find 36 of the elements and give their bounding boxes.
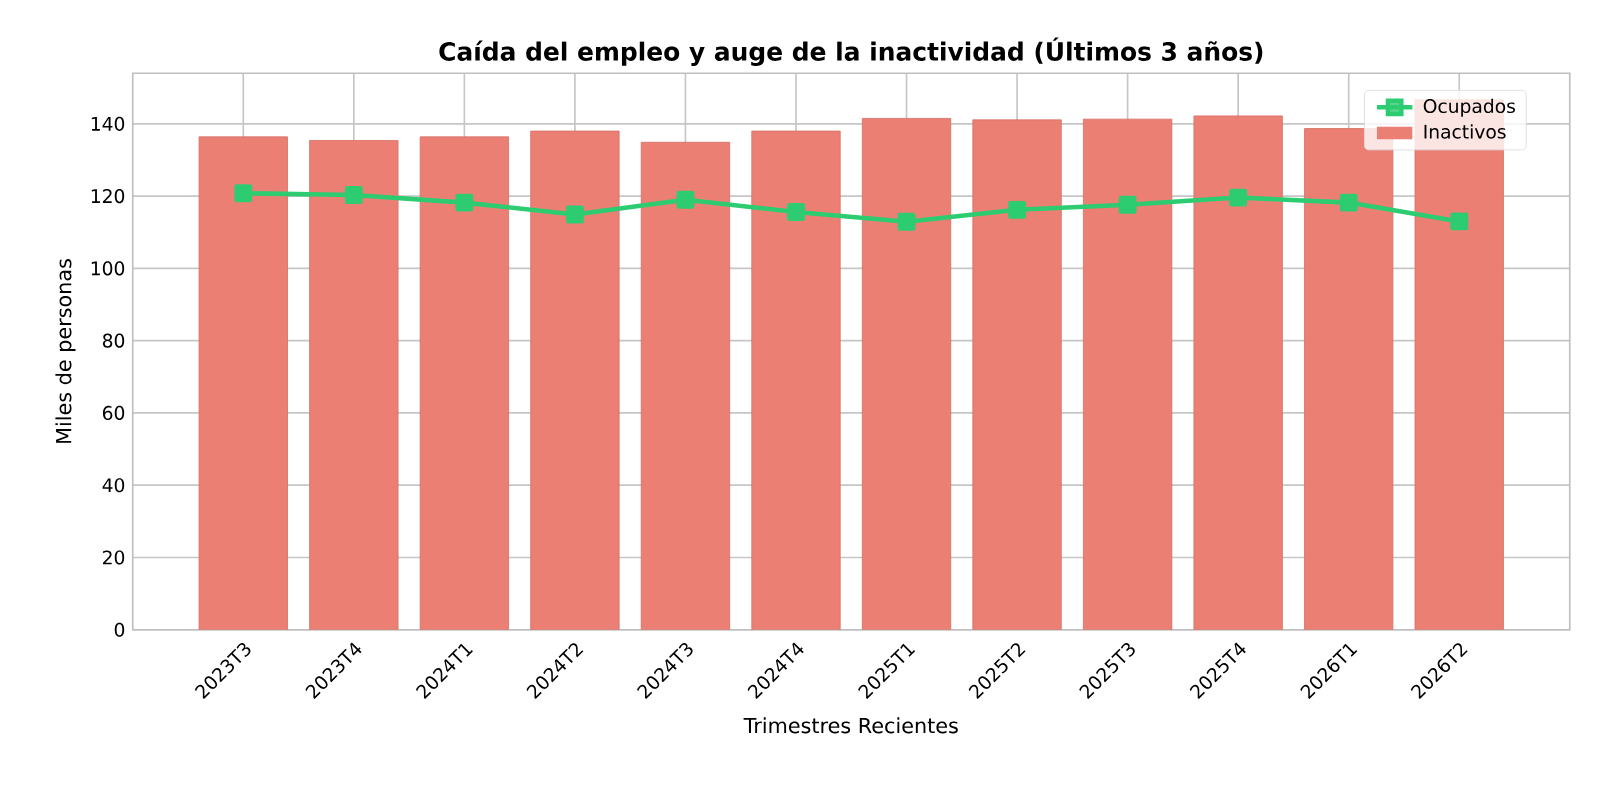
y-tick-label: 140 xyxy=(91,116,125,131)
x-axis-title: Trimestres Recientes xyxy=(743,717,958,734)
point xyxy=(344,186,363,204)
point xyxy=(234,184,253,203)
point xyxy=(1118,195,1137,214)
chart-title: Caída del empleo y auge de la inactividad (Últimos 3 años) xyxy=(439,37,1263,66)
bar xyxy=(640,141,731,630)
bar xyxy=(972,119,1062,630)
point xyxy=(565,205,584,224)
bar xyxy=(1304,128,1394,630)
point xyxy=(1450,212,1469,231)
point xyxy=(897,212,916,231)
y-tick-label: 40 xyxy=(102,478,125,493)
y-tick-label: 100 xyxy=(91,261,125,276)
bar xyxy=(861,118,952,630)
bar xyxy=(1082,118,1173,630)
bar xyxy=(309,140,399,630)
legend-label: Ocupados xyxy=(1423,98,1515,117)
bar xyxy=(198,136,288,630)
point xyxy=(676,190,695,209)
point xyxy=(1008,200,1026,219)
bar xyxy=(530,130,620,630)
bar xyxy=(419,136,510,630)
point xyxy=(1339,193,1358,212)
y-tick-label: 0 xyxy=(114,622,125,637)
y-axis-title: Miles de personas xyxy=(55,259,76,443)
bar xyxy=(1193,115,1283,630)
y-tick-label: 80 xyxy=(102,333,125,348)
point xyxy=(787,203,805,221)
y-tick-label: 120 xyxy=(91,189,125,204)
series-label: Inactivos xyxy=(1424,124,1506,139)
y-tick-label: 20 xyxy=(103,550,125,565)
bar xyxy=(751,130,841,630)
point xyxy=(1229,188,1248,207)
point xyxy=(455,193,474,212)
y-tick-label: 60 xyxy=(102,405,125,420)
